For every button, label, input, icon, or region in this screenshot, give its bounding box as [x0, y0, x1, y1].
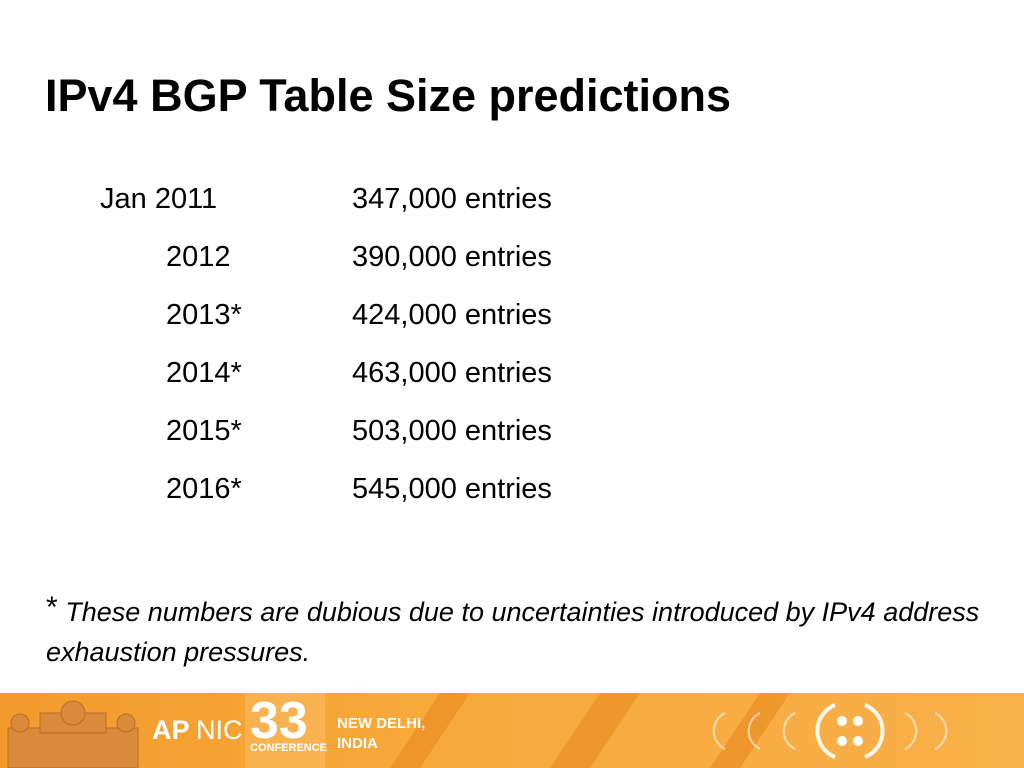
footer-banner: AP NIC 33 CONFERENCE NEW DELHI, INDIA — [0, 693, 1024, 768]
entries: 424,000 entries — [352, 299, 552, 331]
period: 2013* — [166, 299, 242, 331]
org-name-light: NIC — [196, 715, 243, 745]
footnote: * These numbers are dubious due to uncer… — [46, 588, 986, 672]
conference-label: CONFERENCE — [250, 742, 328, 754]
footnote-text: These numbers are dubious due to uncerta… — [46, 597, 980, 667]
period: 2012 — [166, 241, 231, 273]
period: Jan 2011 — [100, 183, 218, 215]
period: 2014* — [166, 357, 242, 389]
entries: 503,000 entries — [352, 415, 552, 447]
entries: 545,000 entries — [352, 473, 552, 505]
entries: 390,000 entries — [352, 241, 552, 273]
footnote-marker: * — [46, 591, 58, 624]
org-name-bold: AP — [152, 715, 190, 745]
city: NEW DELHI, — [337, 715, 426, 732]
conference-number: 33 — [250, 693, 308, 750]
slide-title: IPv4 BGP Table Size predictions — [45, 70, 732, 121]
period: 2015* — [166, 415, 242, 447]
entries: 463,000 entries — [352, 357, 552, 389]
period: 2016* — [166, 473, 242, 505]
footer-decoration — [7, 693, 948, 768]
country: INDIA — [337, 735, 378, 752]
entries: 347,000 entries — [352, 183, 552, 215]
